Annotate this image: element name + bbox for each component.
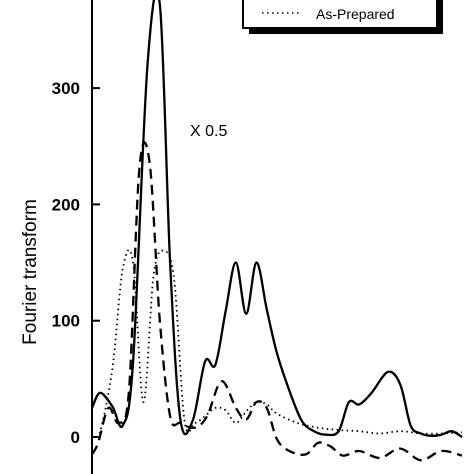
series-line-solid [90, 0, 463, 438]
legend-box [242, 0, 438, 29]
y-axis-title: Fourier transform [20, 199, 41, 345]
legend: As-Prepared [242, 0, 443, 34]
y-tick-label: 100 [52, 312, 80, 331]
y-tick-label: 0 [71, 428, 80, 447]
series-line-dotted [91, 249, 463, 439]
series-line-dashed [90, 141, 463, 462]
scale-annotation: X 0.5 [190, 123, 227, 140]
y-ticks: 0 100 200 300 [52, 79, 100, 447]
y-tick-label: 300 [52, 79, 80, 98]
legend-label-as-prepared: As-Prepared [316, 6, 395, 22]
y-tick-label: 200 [52, 195, 80, 214]
series-layer [90, 0, 463, 462]
